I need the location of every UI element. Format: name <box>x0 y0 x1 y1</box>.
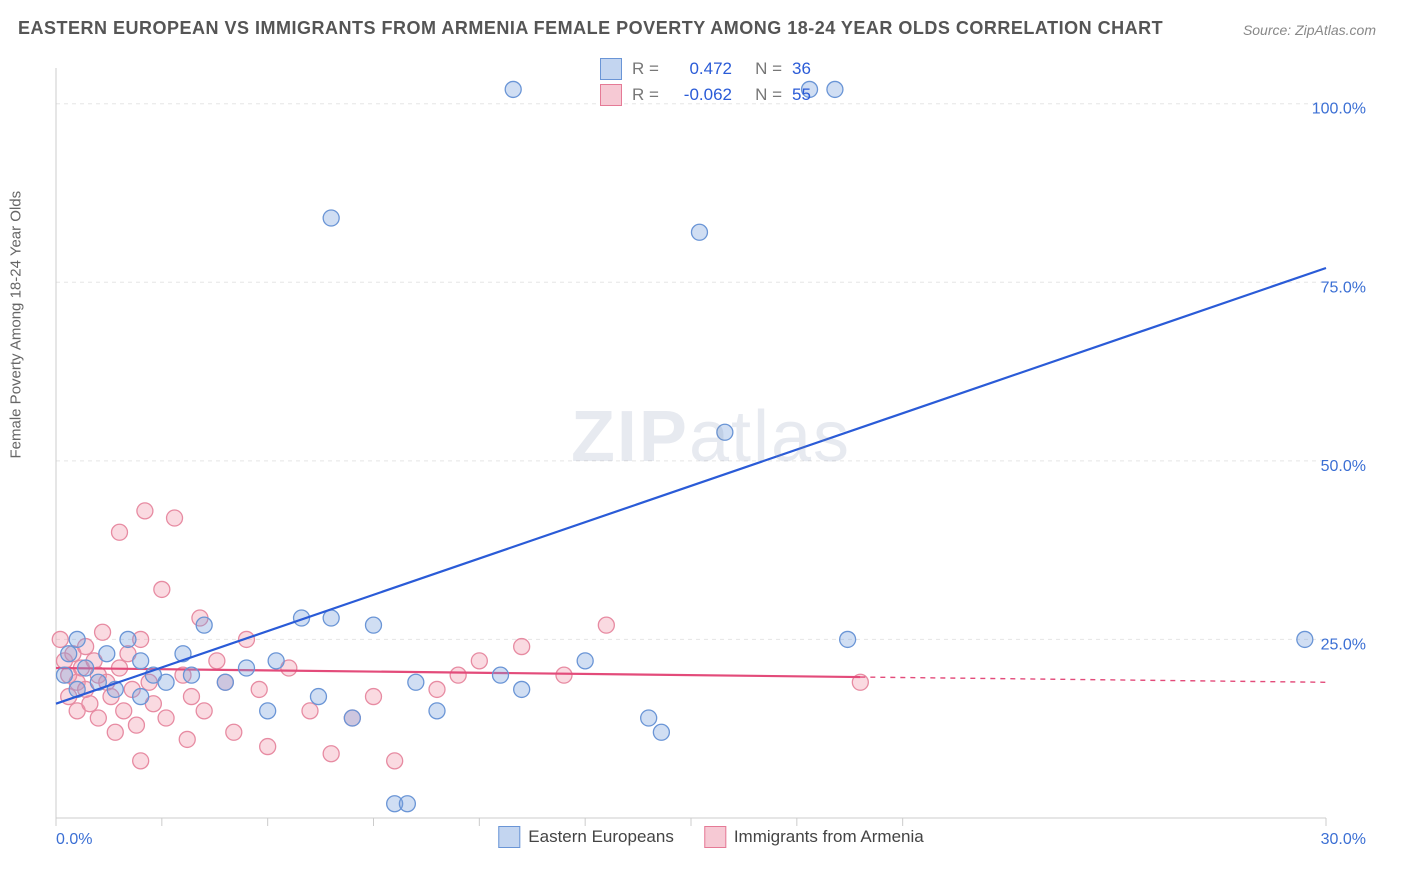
legend-row-east: R = 0.472 N = 36 <box>600 58 822 80</box>
r-label: R = <box>632 85 662 105</box>
swatch-arm <box>600 84 622 106</box>
n-value-east: 36 <box>792 59 822 79</box>
svg-text:0.0%: 0.0% <box>56 831 92 848</box>
svg-text:25.0%: 25.0% <box>1321 636 1366 653</box>
legend-row-arm: R = -0.062 N = 55 <box>600 84 822 106</box>
legend-item-arm: Immigrants from Armenia <box>704 826 924 848</box>
legend-label-arm: Immigrants from Armenia <box>734 827 924 847</box>
swatch-east <box>498 826 520 848</box>
n-label: N = <box>742 85 782 105</box>
y-axis-label: Female Poverty Among 18-24 Year Olds <box>8 191 25 459</box>
source-attribution: Source: ZipAtlas.com <box>1243 22 1376 38</box>
svg-text:50.0%: 50.0% <box>1321 458 1366 475</box>
legend-item-east: Eastern Europeans <box>498 826 674 848</box>
scatter-chart: 25.0% 50.0% 75.0% 100.0% 0.0% 30.0% <box>46 58 1376 848</box>
plot-area: ZIPatlas 25.0%50.0%75.0%100.0%0.0%30.0% … <box>46 58 1376 848</box>
r-value-east: 0.472 <box>672 59 732 79</box>
swatch-arm <box>704 826 726 848</box>
n-label: N = <box>742 59 782 79</box>
chart-title: EASTERN EUROPEAN VS IMMIGRANTS FROM ARME… <box>18 18 1163 39</box>
series-legend: Eastern Europeans Immigrants from Armeni… <box>498 826 923 848</box>
svg-text:75.0%: 75.0% <box>1321 279 1366 296</box>
correlation-legend: R = 0.472 N = 36 R = -0.062 N = 55 <box>600 58 822 106</box>
legend-label-east: Eastern Europeans <box>528 827 674 847</box>
r-label: R = <box>632 59 662 79</box>
svg-text:30.0%: 30.0% <box>1321 831 1366 848</box>
n-value-arm: 55 <box>792 85 822 105</box>
svg-text:100.0%: 100.0% <box>1312 101 1366 118</box>
swatch-east <box>600 58 622 80</box>
r-value-arm: -0.062 <box>672 85 732 105</box>
